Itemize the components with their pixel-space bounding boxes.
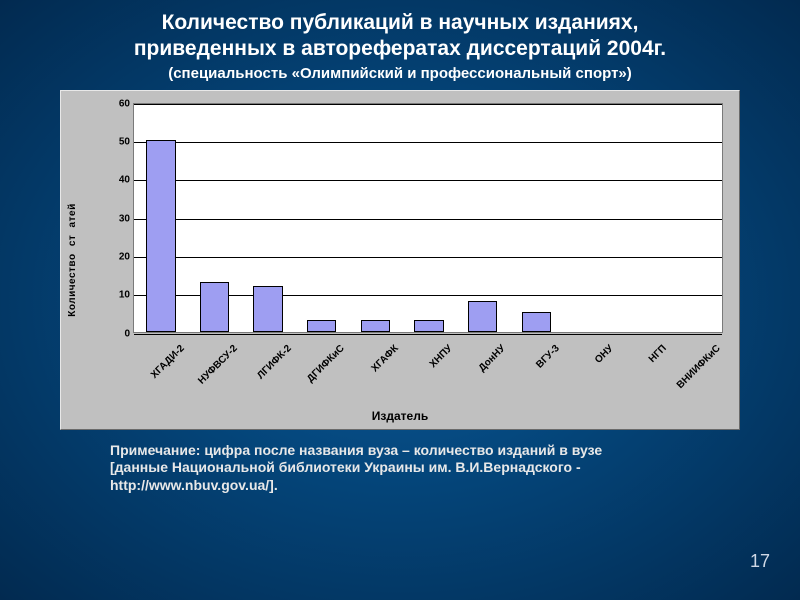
- bar: [468, 301, 498, 332]
- x-tick-label: ХНПУ: [397, 343, 454, 400]
- bar-chart: Количество ст атей 0102030405060 Издател…: [60, 90, 740, 430]
- title-line-2: приведенных в авторефератах диссертаций …: [134, 37, 666, 60]
- slide-body: Количество публикаций в научных изданиях…: [0, 0, 800, 600]
- slide-title: Количество публикаций в научных изданиях…: [30, 10, 770, 63]
- x-tick-label: НГП: [612, 343, 669, 400]
- y-tick-label: 30: [102, 213, 130, 224]
- y-tick-label: 50: [102, 136, 130, 147]
- page-number: 17: [750, 551, 770, 572]
- footnote: Примечание: цифра после названия вуза – …: [110, 442, 710, 495]
- x-tick-label: ОНУ: [558, 343, 615, 400]
- grid-line: [134, 257, 722, 258]
- slide-subtitle: (специальность «Олимпийский и профессион…: [30, 65, 770, 82]
- note-line-1: Примечание: цифра после названия вуза – …: [110, 442, 602, 458]
- y-tick-label: 0: [102, 328, 130, 339]
- grid-line: [134, 180, 722, 181]
- bar: [522, 312, 552, 331]
- x-tick-label: ВГУ-3: [505, 343, 562, 400]
- title-line-1: Количество публикаций в научных изданиях…: [162, 11, 639, 34]
- bar: [414, 320, 444, 332]
- x-tick-label: ХГАДИ-2: [129, 343, 186, 400]
- x-tick-label: ВНИИФКиС: [665, 343, 722, 400]
- grid-line: [134, 104, 722, 105]
- note-line-3: http://www.nbuv.gov.ua/].: [110, 477, 278, 493]
- grid-line: [134, 142, 722, 143]
- y-tick-label: 40: [102, 175, 130, 186]
- bar: [146, 140, 176, 332]
- bar: [253, 286, 283, 332]
- x-tick-label: НУФВСУ-2: [183, 343, 240, 400]
- bar: [200, 282, 230, 332]
- plot-area: 0102030405060: [133, 103, 723, 333]
- bar: [361, 320, 391, 332]
- x-tick-label: ДГИФКиС: [290, 343, 347, 400]
- note-line-2: [данные Национальной библиотеки Украины …: [110, 459, 581, 475]
- y-tick-label: 10: [102, 290, 130, 301]
- x-tick-label: ДонНУ: [451, 343, 508, 400]
- y-axis-title: Количество ст атей: [67, 203, 78, 316]
- x-tick-label: ЛГИФК-2: [236, 343, 293, 400]
- bar: [307, 320, 337, 332]
- grid-line: [134, 219, 722, 220]
- y-tick-label: 60: [102, 98, 130, 109]
- x-axis-title: Издатель: [61, 409, 739, 423]
- grid-line: [134, 334, 722, 335]
- y-tick-label: 20: [102, 251, 130, 262]
- x-tick-label: ХГАФК: [344, 343, 401, 400]
